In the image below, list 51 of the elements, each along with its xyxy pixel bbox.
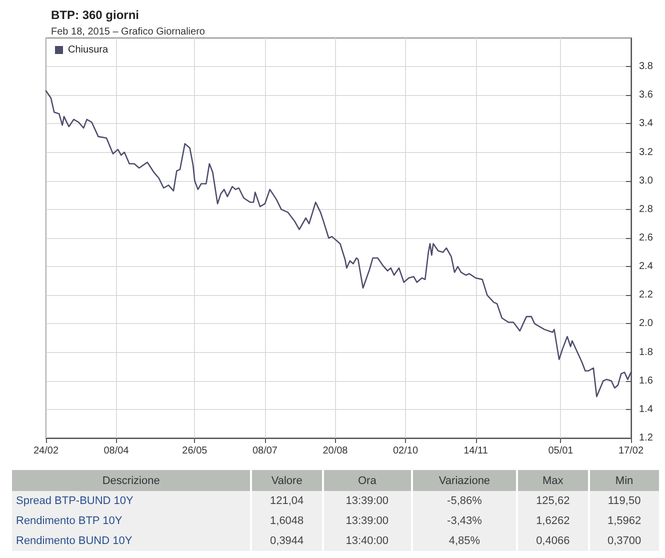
text: Spread BTP-BUND 10Y xyxy=(12,491,250,511)
text: Max xyxy=(518,470,588,491)
chart-title: BTP: 360 giorni xyxy=(51,8,140,22)
text: 0,3944 xyxy=(252,531,322,551)
text: 119,50 xyxy=(590,491,659,511)
y-tick-label: 3.6 xyxy=(639,90,654,101)
text: -3,43% xyxy=(412,511,516,531)
y-tick-label: 2.6 xyxy=(639,232,654,244)
x-tick-label: 08/07 xyxy=(252,446,278,456)
text: Descrizione xyxy=(12,470,250,491)
x-tick-label: 14/11 xyxy=(464,446,488,456)
y-tick-label: 1.6 xyxy=(639,375,654,386)
line-series xyxy=(45,90,632,398)
text: Min xyxy=(590,470,659,491)
text: Rendimento BTP 10Y xyxy=(12,511,250,531)
y-tick-label: 3.2 xyxy=(639,146,654,158)
text: 121,04 xyxy=(252,491,322,511)
y-tick-label: 2.8 xyxy=(639,204,654,215)
text: 1,5962 xyxy=(590,511,659,531)
text: 125,62 xyxy=(518,491,588,511)
text: Rendimento BUND 10Y xyxy=(12,531,250,551)
text: 13:40:00 xyxy=(324,531,411,551)
x-tick-label: 02/10 xyxy=(392,446,418,456)
text: Ora xyxy=(324,470,411,491)
x-tick-label: 08/04 xyxy=(104,446,130,456)
x-tick-label: 24/02 xyxy=(33,446,59,456)
x-tick-label: 20/08 xyxy=(322,446,348,456)
text: 0,3700 xyxy=(590,531,659,551)
text: 0,4066 xyxy=(518,531,588,551)
y-tick-label: 3.0 xyxy=(639,175,654,186)
x-tick-label: 17/02 xyxy=(618,446,644,456)
y-tick-label: 1.4 xyxy=(639,404,654,415)
y-tick-label: 3.4 xyxy=(639,118,654,130)
y-tick-label: 1.2 xyxy=(639,432,654,444)
y-tick-label: 2.4 xyxy=(639,261,654,272)
text: 4,85% xyxy=(412,531,516,551)
text: 13:39:00 xyxy=(324,491,411,511)
y-tick-label: 2.2 xyxy=(639,290,654,301)
x-tick-label: 05/01 xyxy=(548,446,574,456)
chart-subtitle: Feb 18, 2015 – Grafico Giornaliero xyxy=(51,26,206,38)
text: 13:39:00 xyxy=(324,511,411,531)
text: 1,6262 xyxy=(518,511,588,531)
y-tick-label: 3.8 xyxy=(639,61,654,72)
y-tick-label: 1.8 xyxy=(639,346,654,358)
text: -5,86% xyxy=(412,491,516,511)
text: Variazione xyxy=(412,470,516,491)
text: 1,6048 xyxy=(252,511,322,531)
text: Valore xyxy=(252,470,322,491)
y-tick-label: 2.0 xyxy=(639,318,654,330)
x-tick-label: 26/05 xyxy=(182,446,208,456)
legend-label: Chiusura xyxy=(68,44,108,56)
